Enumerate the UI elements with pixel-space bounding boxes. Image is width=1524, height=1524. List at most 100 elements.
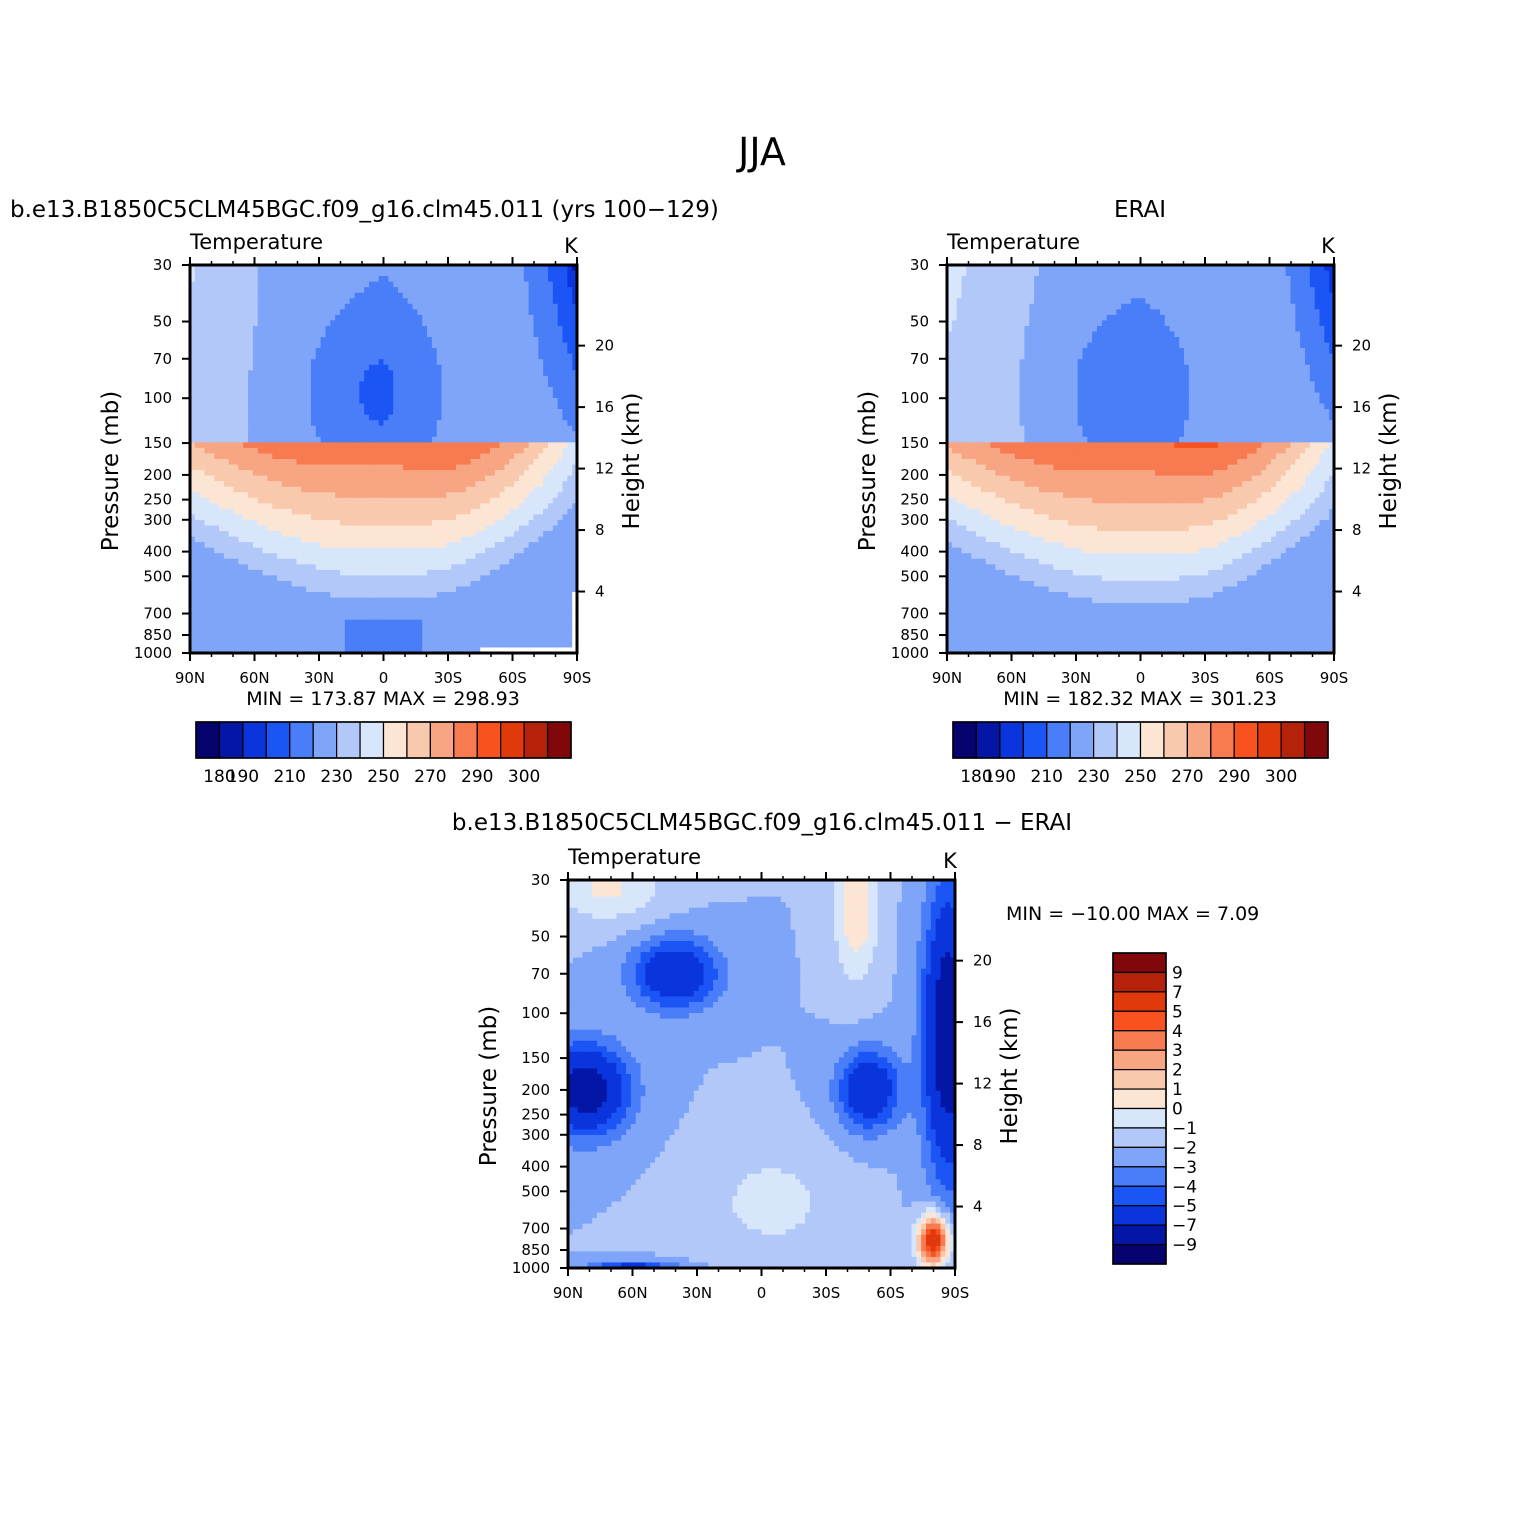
field-cell [441, 453, 447, 460]
field-cell [417, 309, 423, 316]
field-cell [538, 309, 544, 316]
field-cell [494, 592, 501, 599]
field-cell [489, 586, 496, 593]
field-cell [518, 342, 525, 349]
field-cell [422, 420, 428, 427]
field-cell [267, 314, 273, 322]
field-cell [310, 386, 317, 394]
field-cell [552, 398, 559, 405]
field-cell [209, 409, 215, 416]
field-cell [547, 276, 554, 283]
field-cell [494, 392, 501, 399]
field-cell [194, 603, 201, 610]
field-cell [562, 392, 568, 399]
field-cell [286, 331, 293, 338]
field-cell [393, 464, 399, 471]
field-cell [364, 464, 370, 471]
field-cell [349, 470, 356, 477]
field-cell [277, 320, 283, 327]
field-cell [228, 342, 235, 349]
field-cell [547, 442, 554, 449]
field-cell [291, 414, 298, 421]
field-cell [199, 298, 206, 305]
field-cell [533, 564, 539, 571]
field-cell [339, 447, 346, 455]
field-cell [562, 514, 568, 521]
field-cell [393, 314, 399, 322]
field-cell [417, 442, 423, 449]
field-cell [533, 470, 539, 477]
field-cell [422, 375, 428, 382]
field-cell [407, 265, 414, 272]
field-cell [194, 597, 201, 604]
field-cell [199, 337, 206, 344]
field-cell [388, 409, 394, 416]
field-cell [291, 536, 298, 543]
field-cell [499, 270, 506, 277]
field-cell [393, 425, 399, 432]
field-cell [204, 314, 210, 322]
field-cell [306, 314, 312, 322]
field-cell [248, 536, 254, 543]
field-cell [354, 447, 360, 455]
field-cell [378, 265, 385, 272]
field-cell [209, 503, 215, 510]
field-cell [204, 386, 210, 394]
field-cell [277, 459, 283, 466]
field-cell [296, 386, 302, 394]
field-cell [460, 497, 467, 504]
field-cell [223, 420, 230, 427]
field-cell [310, 381, 317, 388]
field-cell [451, 497, 457, 504]
field-cell [349, 342, 356, 349]
field-cell [214, 497, 220, 504]
field-cell [547, 337, 554, 344]
field-cell [335, 403, 341, 410]
field-cell [422, 442, 428, 449]
field-cell [489, 309, 496, 316]
field-cell [451, 558, 457, 565]
field-cell [281, 309, 288, 316]
field-cell [272, 265, 278, 272]
field-cell [204, 586, 210, 593]
field-cell [368, 497, 375, 504]
field-cell [330, 470, 336, 477]
field-cell [562, 431, 568, 438]
field-cell [349, 492, 356, 499]
field-cell [262, 564, 268, 571]
field-cell [402, 481, 409, 488]
field-cell [465, 303, 472, 310]
field-cell [267, 303, 273, 310]
field-cell [354, 409, 360, 416]
field-cell [252, 342, 259, 349]
field-cell [567, 464, 573, 471]
field-cell [456, 475, 462, 482]
field-cell [451, 603, 457, 610]
field-cell [427, 409, 433, 416]
field-cell [349, 531, 356, 538]
field-cell [320, 464, 327, 471]
field-cell [475, 519, 481, 527]
field-cell [402, 348, 409, 355]
field-cell [436, 392, 443, 399]
field-cell [572, 276, 578, 283]
field-cell [451, 569, 457, 576]
field-cell [427, 514, 433, 521]
field-cell [194, 486, 201, 493]
field-cell [509, 547, 515, 554]
field-cell [402, 553, 409, 560]
field-cell [349, 431, 356, 438]
field-cell [562, 281, 568, 288]
field-cell [272, 592, 278, 599]
field-cell [209, 608, 215, 615]
field-cell [257, 303, 264, 310]
field-cell [407, 564, 414, 571]
field-cell [470, 592, 477, 599]
field-cell [325, 547, 331, 554]
field-cell [427, 386, 433, 394]
field-cell [398, 470, 404, 477]
field-cell [489, 547, 496, 554]
field-cell [277, 409, 283, 416]
field-cell [306, 475, 312, 482]
field-cell [301, 453, 307, 460]
